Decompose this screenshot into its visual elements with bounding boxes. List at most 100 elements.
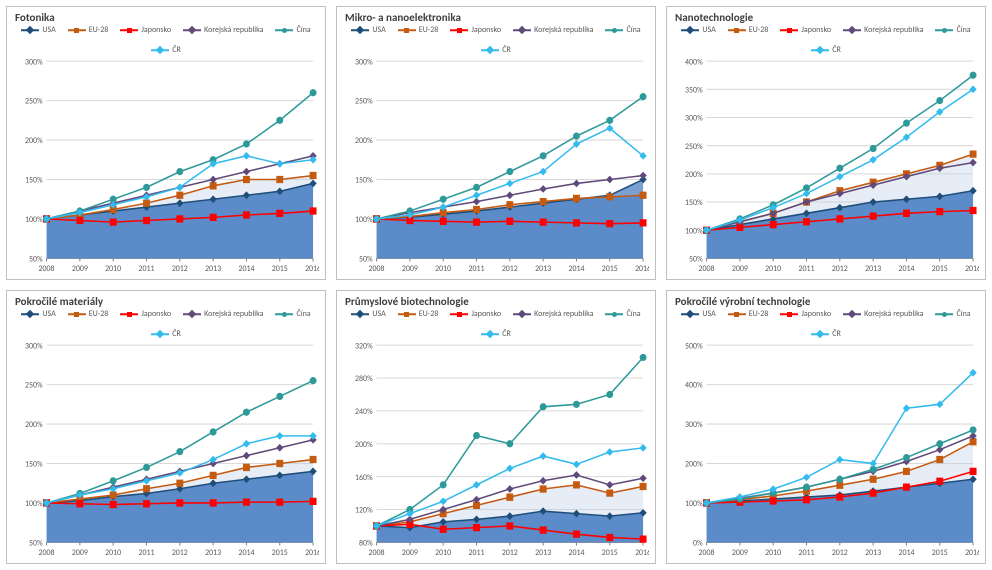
legend-swatch-eu xyxy=(68,26,86,34)
x-tick-label: 2008 xyxy=(369,548,385,558)
x-tick-label: 2013 xyxy=(535,264,551,274)
legend-label: Japonsko xyxy=(471,309,501,319)
marker-china xyxy=(474,432,480,438)
marker-china xyxy=(277,117,283,123)
legend-item-cr: ČR xyxy=(811,329,841,339)
marker-china xyxy=(310,90,316,96)
chart-svg: 80%120%160%200%240%280%320%2008200920102… xyxy=(343,341,649,559)
marker-china xyxy=(937,441,943,447)
marker-korea xyxy=(540,186,546,192)
marker-japan xyxy=(937,478,943,484)
marker-japan xyxy=(210,214,216,220)
marker-china xyxy=(573,401,579,407)
y-tick-label: 120% xyxy=(355,505,373,515)
legend-label: EU-28 xyxy=(419,25,439,35)
marker-china xyxy=(507,168,513,174)
marker-cr xyxy=(440,498,446,504)
legend-label: Korejská republika xyxy=(864,25,923,35)
legend-swatch-usa xyxy=(21,310,39,318)
marker-eu xyxy=(277,176,283,182)
chart-plot-wrap: 50%100%150%200%250%300%20082009201020112… xyxy=(13,341,319,559)
marker-japan xyxy=(607,221,613,227)
marker-korea xyxy=(210,176,216,182)
marker-cr xyxy=(243,153,249,159)
chart-svg: 0%100%200%300%400%500%200820092010201120… xyxy=(673,341,979,559)
marker-cr xyxy=(310,433,316,439)
legend-item-usa: USA xyxy=(21,25,55,35)
legend-item-japan: Japonsko xyxy=(120,25,171,35)
marker-korea xyxy=(573,180,579,186)
legend-label: Japonsko xyxy=(141,309,171,319)
legend-swatch-japan xyxy=(450,26,468,34)
marker-cr xyxy=(837,456,843,462)
marker-china xyxy=(903,454,909,460)
chart-legend: USAEU-28JaponskoKorejská republikaČínaČR xyxy=(673,309,979,339)
legend-item-japan: Japonsko xyxy=(120,309,171,319)
marker-china xyxy=(243,409,249,415)
legend-item-korea: Korejská republika xyxy=(183,25,263,35)
marker-cr xyxy=(540,453,546,459)
x-tick-label: 2015 xyxy=(932,548,948,558)
marker-cr xyxy=(243,441,249,447)
marker-japan xyxy=(607,534,613,540)
legend-swatch-eu xyxy=(728,310,746,318)
x-tick-label: 2009 xyxy=(732,264,748,274)
legend-swatch-usa xyxy=(681,26,699,34)
legend-label: USA xyxy=(372,309,385,319)
legend-label: Čína xyxy=(626,309,640,319)
x-tick-label: 2010 xyxy=(105,548,121,558)
marker-japan xyxy=(474,219,480,225)
marker-japan xyxy=(507,218,513,224)
chart-plot-wrap: 50%100%150%200%250%300%350%400%200820092… xyxy=(673,57,979,275)
legend-item-japan: Japonsko xyxy=(450,25,501,35)
legend-swatch-korea xyxy=(513,26,531,34)
marker-korea xyxy=(277,445,283,451)
marker-korea xyxy=(607,482,613,488)
legend-swatch-eu xyxy=(398,310,416,318)
marker-cr xyxy=(474,192,480,198)
marker-china xyxy=(310,378,316,384)
marker-eu xyxy=(144,200,150,206)
chart-title: Průmyslové biotechnologie xyxy=(345,295,649,308)
marker-eu xyxy=(243,176,249,182)
marker-korea xyxy=(640,172,646,178)
legend-swatch-korea xyxy=(843,310,861,318)
marker-china xyxy=(540,153,546,159)
x-tick-label: 2014 xyxy=(568,264,584,274)
marker-eu xyxy=(507,494,513,500)
chart-plot-wrap: 50%100%150%200%250%300%20082009201020112… xyxy=(13,57,319,275)
marker-japan xyxy=(77,217,83,223)
marker-eu xyxy=(474,206,480,212)
legend-item-china: Čína xyxy=(275,25,310,35)
x-tick-label: 2015 xyxy=(272,264,288,274)
y-tick-label: 150% xyxy=(685,198,703,208)
marker-eu xyxy=(177,192,183,198)
marker-eu xyxy=(607,490,613,496)
chart-svg: 50%100%150%200%250%300%20082009201020112… xyxy=(13,341,319,559)
x-tick-label: 2014 xyxy=(898,548,914,558)
legend-swatch-china xyxy=(605,310,623,318)
marker-japan xyxy=(540,527,546,533)
marker-china xyxy=(903,120,909,126)
chart-svg: 50%100%150%200%250%300%350%400%200820092… xyxy=(673,57,979,275)
marker-korea xyxy=(640,475,646,481)
chart-panel: Průmyslové biotechnologieUSA EU-28 Japonsk… xyxy=(336,290,656,564)
marker-korea xyxy=(540,478,546,484)
x-tick-label: 2011 xyxy=(139,548,155,558)
y-tick-label: 250% xyxy=(25,381,43,391)
marker-japan xyxy=(837,494,843,500)
legend-label: Čína xyxy=(956,25,970,35)
chart-panel: Pokročilé materiályUSAEU-28JaponskoKorej… xyxy=(6,290,326,564)
marker-china xyxy=(144,464,150,470)
legend-item-eu: EU-28 xyxy=(398,25,439,35)
marker-eu xyxy=(937,456,943,462)
legend-item-eu: EU-28 xyxy=(68,309,109,319)
legend-swatch-japan xyxy=(780,310,798,318)
legend-swatch-china xyxy=(935,310,953,318)
marker-japan xyxy=(77,501,83,507)
marker-korea xyxy=(607,176,613,182)
x-tick-label: 2015 xyxy=(602,264,618,274)
legend-label: ČR xyxy=(172,45,181,55)
legend-label: EU-28 xyxy=(419,309,439,319)
legend-swatch-usa xyxy=(681,310,699,318)
